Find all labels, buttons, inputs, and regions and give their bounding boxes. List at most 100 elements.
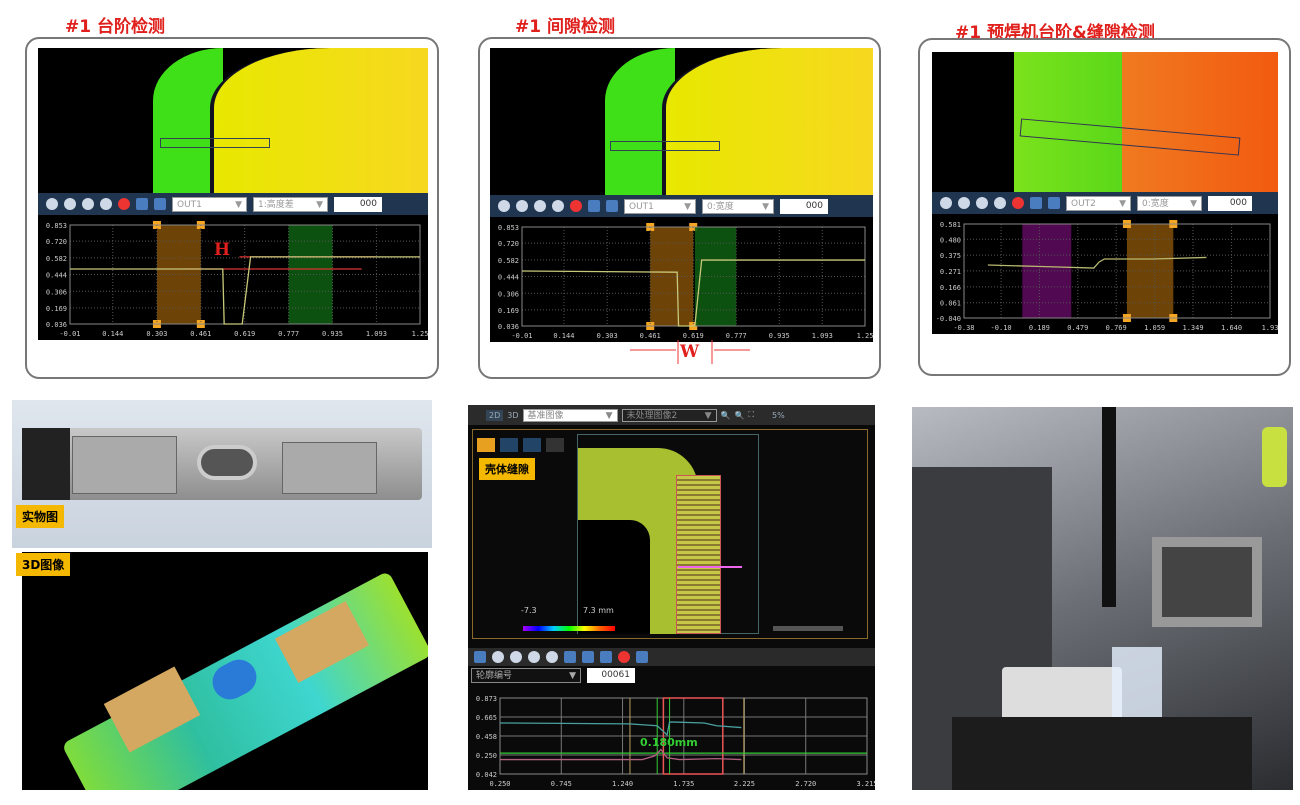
color-scale-slider[interactable] <box>523 626 615 631</box>
scale-min: -7.3 <box>521 606 537 615</box>
settings-icon[interactable] <box>1048 197 1060 209</box>
settings-icon[interactable] <box>606 200 618 212</box>
value-field[interactable]: 000 <box>780 198 828 214</box>
mode-select[interactable]: 1:高度差 ▼ <box>253 196 328 212</box>
reset-icon[interactable] <box>570 200 582 212</box>
zoom-out-icon[interactable] <box>510 651 522 663</box>
measure-box <box>662 697 724 775</box>
machine-photo <box>912 407 1293 790</box>
y-tick-label: 0.444 <box>498 274 519 282</box>
tab-2d[interactable]: 2D <box>486 409 504 421</box>
x-tick-label: 1.25 <box>857 332 873 340</box>
profile-line <box>521 259 865 327</box>
gap-tag: 壳体缝隙 <box>479 458 535 480</box>
reset-icon[interactable] <box>118 198 130 210</box>
x-tick-label: 1.240 <box>612 780 633 788</box>
waveform-icon[interactable] <box>588 200 600 212</box>
zoom-x-icon[interactable] <box>528 651 540 663</box>
x-tick-label: 1.349 <box>1182 324 1203 332</box>
highlight-region <box>694 227 737 326</box>
zoom-out-icon[interactable] <box>958 197 970 209</box>
output-select[interactable]: OUT2 ▼ <box>1066 195 1131 211</box>
waveform-icon[interactable] <box>1030 197 1042 209</box>
y-tick-label: 0.061 <box>940 300 961 308</box>
x-tick-label: 1.093 <box>812 332 833 340</box>
profile-line <box>70 256 420 325</box>
gap-profile-chart: 0.250 0.745 1.240 1.735 2.225 2.720 3.215 0.042… <box>476 695 875 788</box>
x-tick-label: 1.93 <box>1262 324 1278 332</box>
x-tick-label: 0.189 <box>1029 324 1050 332</box>
y-tick-label: 0.036 <box>498 323 519 331</box>
opacity-slider[interactable] <box>773 626 843 631</box>
zoom-y-icon[interactable] <box>546 651 558 663</box>
y-tick-label: 0.306 <box>498 290 519 298</box>
y-tick-label: 0.166 <box>940 284 961 292</box>
user-icon[interactable] <box>546 438 564 452</box>
3d-image <box>22 552 428 790</box>
zoom-x-icon[interactable] <box>534 200 546 212</box>
image-select[interactable]: 基准图像 ▼ <box>522 408 618 422</box>
image-select-2[interactable]: 未处理图像2 ▼ <box>621 408 717 422</box>
region-icon[interactable] <box>600 651 612 663</box>
mode-value: 0:宽度 <box>1142 198 1169 209</box>
reset-icon[interactable] <box>1012 197 1024 209</box>
output-select[interactable]: OUT1 ▼ <box>172 196 247 212</box>
fit-icon[interactable]: ⛶ <box>748 410 755 419</box>
chevron-down-icon: ▼ <box>704 410 712 421</box>
x-tick-label: 0.461 <box>190 330 211 338</box>
width-annotation: W <box>680 342 700 362</box>
output-select[interactable]: OUT1 ▼ <box>624 198 696 214</box>
tool-icon[interactable] <box>474 651 486 663</box>
zoom-y-icon[interactable] <box>552 200 564 212</box>
zoom-y-icon[interactable] <box>994 197 1006 209</box>
grid-icon[interactable] <box>564 651 576 663</box>
measure-icon[interactable] <box>582 651 594 663</box>
panel-title: #1 台阶检测 <box>65 17 165 37</box>
output-value: OUT2 <box>1071 198 1096 209</box>
value-field[interactable]: 000 <box>1208 195 1252 211</box>
2d-view-icon[interactable] <box>477 438 495 452</box>
settings-icon[interactable] <box>154 198 166 210</box>
profile-icon[interactable] <box>500 438 518 452</box>
x-tick-label: -0.10 <box>991 324 1012 332</box>
zoom-x-icon[interactable] <box>976 197 988 209</box>
profile-number-field[interactable]: 00061 <box>587 668 635 683</box>
zoom-in-icon[interactable] <box>498 200 510 212</box>
profile-select[interactable]: 轮廓编号 ▼ <box>471 668 581 683</box>
y-tick-label: 0.480 <box>940 236 961 244</box>
reset-icon[interactable] <box>618 651 630 663</box>
zoom-out-icon[interactable]: 🔍 <box>734 410 745 420</box>
zoom-in-icon[interactable]: 🔍 <box>720 410 731 420</box>
y-tick-label: -0.040 <box>936 315 961 323</box>
export-icon[interactable] <box>636 651 648 663</box>
x-tick-label: 1.640 <box>1221 324 1242 332</box>
zoom-x-icon[interactable] <box>82 198 94 210</box>
zoom-in-icon[interactable] <box>492 651 504 663</box>
y-tick-label: 0.582 <box>498 257 519 265</box>
tab-3d[interactable]: 3D <box>507 410 519 420</box>
gap-measurement: 0.180mm <box>640 736 698 749</box>
mode-select[interactable]: 0:宽度 ▼ <box>702 198 774 214</box>
zoom-in-icon[interactable] <box>940 197 952 209</box>
3d-icon[interactable] <box>523 438 541 452</box>
mode-select[interactable]: 0:宽度 ▼ <box>1137 195 1202 211</box>
width-arrows <box>630 340 750 364</box>
inspection-software: 2D 3D 基准图像 ▼ 未处理图像2 ▼ 🔍 🔍 ⛶ 5% 壳体缝隙 -7.3 7.3… <box>468 405 875 790</box>
x-tick-label: 0.777 <box>278 330 299 338</box>
waveform-icon[interactable] <box>136 198 148 210</box>
x-tick-label: 0.745 <box>551 780 572 788</box>
zoom-out-icon[interactable] <box>516 200 528 212</box>
height-map-image <box>38 48 428 193</box>
x-tick-label: 0.619 <box>234 330 255 338</box>
y-tick-label: 0.169 <box>46 305 67 313</box>
plot-border <box>69 224 421 325</box>
zoom-y-icon[interactable] <box>100 198 112 210</box>
value-field[interactable]: 000 <box>334 196 382 212</box>
zoom-in-icon[interactable] <box>46 198 58 210</box>
zoom-out-icon[interactable] <box>64 198 76 210</box>
panel-title: #1 间隙检测 <box>515 17 615 37</box>
y-tick-label: 0.873 <box>476 695 497 703</box>
x-tick-label: 0.250 <box>489 780 510 788</box>
height-map-image <box>932 52 1278 192</box>
chevron-down-icon: ▼ <box>569 671 576 681</box>
